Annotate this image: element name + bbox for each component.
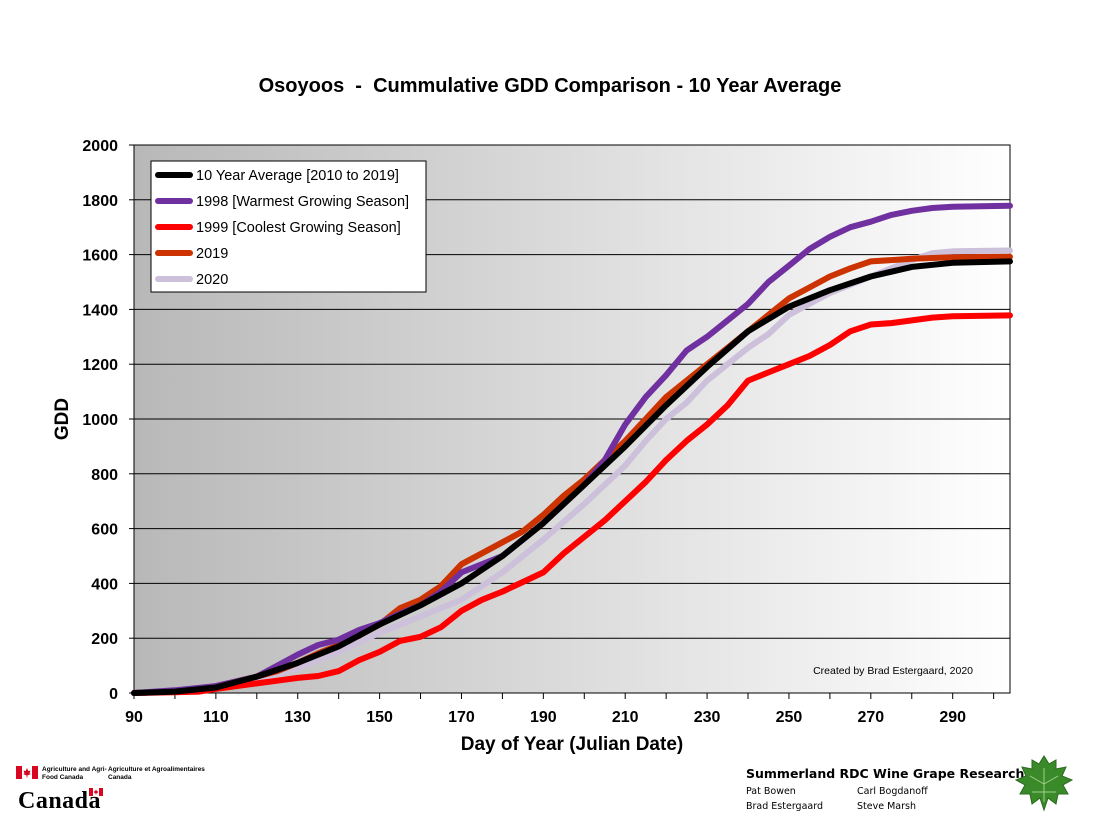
x-tick-label: 170 (448, 709, 475, 726)
x-tick-label: 250 (776, 709, 803, 726)
legend-label: 2020 (196, 272, 228, 288)
x-axis-title: Day of Year (Julian Date) (461, 734, 683, 755)
research-group-title: Summerland RDC Wine Grape Research (746, 766, 1025, 781)
x-tick-label: 290 (939, 709, 966, 726)
researcher-name: Brad Estergaard (746, 801, 823, 812)
y-tick-label: 0 (109, 686, 118, 703)
research-credits: Summerland RDC Wine Grape Research Pat B… (746, 766, 1036, 812)
wordmark-flag-icon (89, 788, 103, 796)
canada-flag-icon (16, 766, 38, 779)
y-axis-title: GDD (52, 398, 73, 440)
x-tick-label: 90 (125, 709, 143, 726)
y-tick-label: 1400 (82, 302, 118, 319)
y-tick-label: 200 (91, 631, 118, 648)
series-line (131, 202, 1013, 696)
y-tick-label: 1000 (82, 412, 118, 429)
y-tick-label: 1600 (82, 248, 118, 265)
aafc-french-name: Agriculture et Agroalimentaires Canada (108, 766, 205, 781)
grape-leaf-icon (1014, 755, 1074, 812)
y-tick-label: 2000 (82, 138, 118, 155)
chart-credit: Created by Brad Estergaard, 2020 (813, 665, 973, 677)
x-tick-label: 150 (366, 709, 393, 726)
series-line (131, 258, 1013, 696)
legend-label: 1999 [Coolest Growing Season] (196, 220, 401, 236)
legend-box (150, 160, 427, 293)
y-tick-label: 1800 (82, 193, 118, 210)
x-tick-label: 210 (612, 709, 639, 726)
y-tick-label: 1200 (82, 357, 118, 374)
researcher-name: Pat Bowen (746, 786, 796, 797)
x-tick-label: 130 (284, 709, 311, 726)
x-tick-label: 270 (857, 709, 884, 726)
y-tick-label: 800 (91, 467, 118, 484)
x-tick-label: 190 (530, 709, 557, 726)
y-tick-label: 400 (91, 576, 118, 593)
chart-title: Osoyoos - Cummulative GDD Comparison - 1… (259, 75, 842, 97)
legend: 10 Year Average [2010 to 2019] 1998 [Warm… (150, 160, 427, 293)
aafc-english-name: Agriculture and Agri-Food Canada (42, 766, 107, 781)
researcher-name: Carl Bogdanoff (857, 786, 928, 797)
canada-wordmark: Canada (18, 788, 102, 814)
y-tick-label: 600 (91, 522, 118, 539)
x-tick-label: 230 (694, 709, 721, 726)
legend-label: 2019 (196, 246, 228, 262)
legend-label: 1998 [Warmest Growing Season] (196, 194, 409, 210)
researcher-name: Steve Marsh (857, 801, 916, 812)
legend-label: 10 Year Average [2010 to 2019] (196, 168, 399, 184)
x-tick-label: 110 (203, 709, 229, 726)
series-line (131, 312, 1013, 696)
